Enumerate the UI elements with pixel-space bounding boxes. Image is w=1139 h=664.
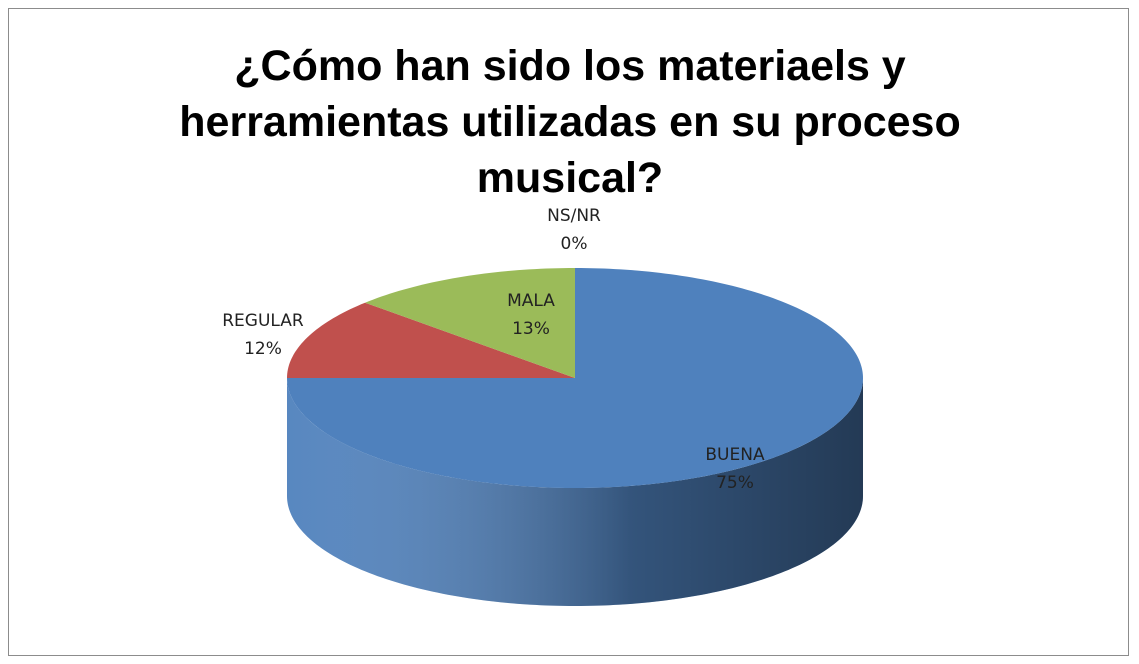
- slice-label: MALA: [507, 291, 555, 311]
- slice-value-label: 0%: [561, 234, 588, 254]
- chart-frame: [8, 8, 1129, 656]
- pie-slice: [365, 268, 575, 378]
- chart-title: ¿Cómo han sido los materiaels y herramie…: [179, 42, 961, 202]
- slice-label: REGULAR: [222, 311, 304, 331]
- pie-side-shade: [287, 378, 863, 606]
- slice-value-label: 12%: [244, 339, 282, 359]
- slice-value-label: 13%: [512, 319, 550, 339]
- pie-slice: [287, 302, 575, 378]
- slice-label: NS/NR: [547, 206, 601, 226]
- slice-label: BUENA: [705, 445, 765, 465]
- pie-slice: [287, 268, 863, 488]
- slice-value-label: 75%: [716, 473, 754, 493]
